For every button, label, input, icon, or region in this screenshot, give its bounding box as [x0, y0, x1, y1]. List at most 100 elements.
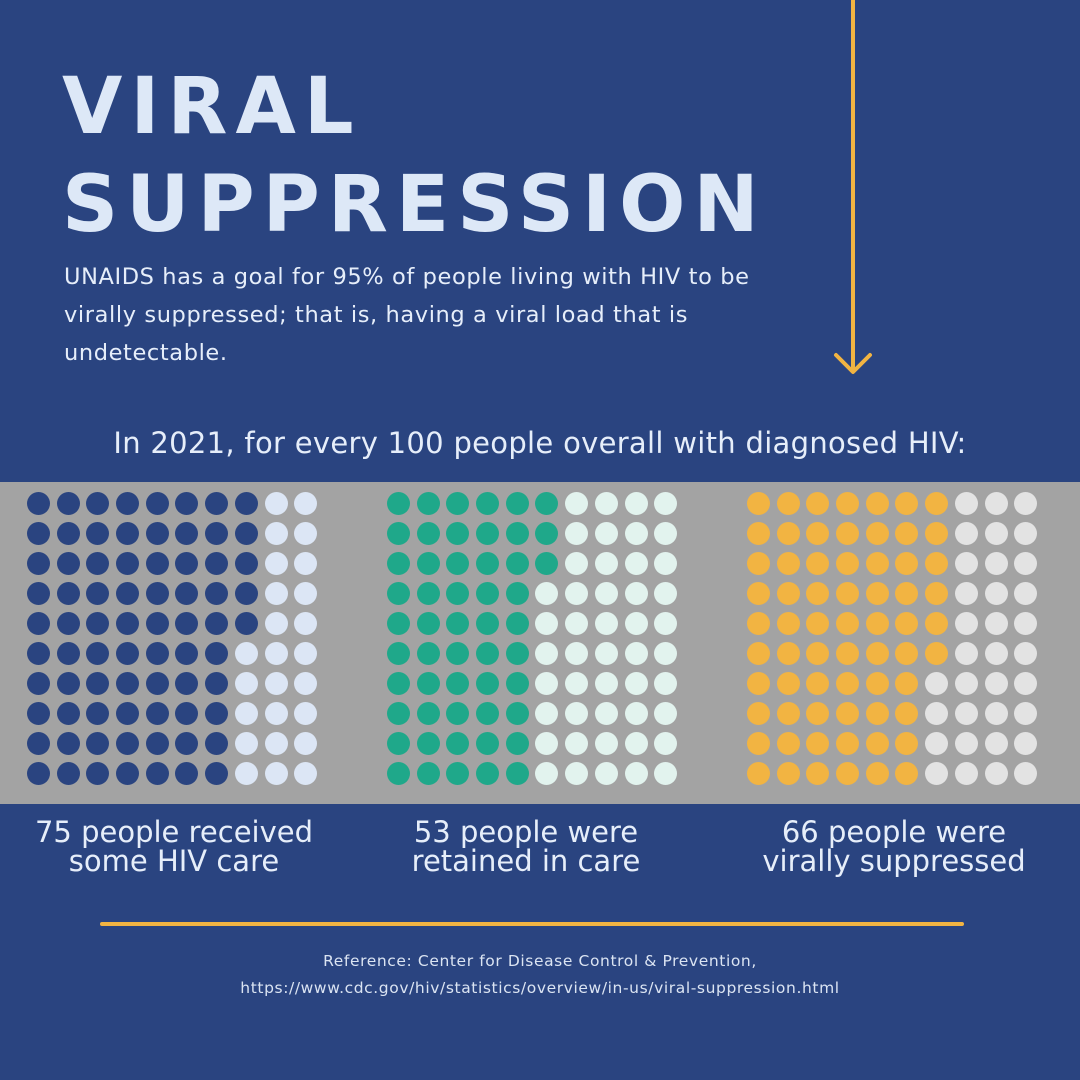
dot-filled	[27, 582, 50, 605]
dot-filled	[116, 522, 140, 545]
dot-empty	[294, 492, 318, 515]
dot-filled	[86, 702, 110, 725]
dot-filled	[27, 552, 50, 575]
dot-filled	[27, 672, 50, 695]
dot-filled	[747, 552, 770, 575]
dot-filled	[116, 492, 140, 515]
dot-empty	[565, 732, 589, 755]
dot-filled	[145, 672, 169, 695]
dot-filled	[116, 552, 140, 575]
dot-empty	[954, 732, 978, 755]
dot-empty	[654, 672, 678, 695]
dot-filled	[27, 612, 50, 635]
dot-filled	[56, 702, 80, 725]
caption-line: 66 people were	[781, 815, 1007, 849]
dot-filled	[865, 582, 889, 605]
dot-empty	[234, 732, 258, 755]
dot-filled	[56, 552, 80, 575]
dot-empty	[264, 762, 288, 785]
dot-filled	[476, 522, 500, 545]
dot-empty	[954, 522, 978, 545]
dot-filled	[175, 672, 199, 695]
dot-empty	[984, 522, 1008, 545]
caption-hiv-care: 75 people received some HIV care	[0, 818, 354, 876]
dot-filled	[416, 612, 440, 635]
dot-empty	[294, 612, 318, 635]
dot-filled	[836, 732, 860, 755]
dot-filled	[505, 672, 529, 695]
dot-filled	[925, 642, 949, 665]
dot-filled	[806, 582, 830, 605]
caption-line: 75 people received	[34, 815, 314, 849]
dot-filled	[416, 672, 440, 695]
dot-filled	[505, 582, 529, 605]
dot-filled	[836, 522, 860, 545]
dot-empty	[594, 762, 618, 785]
dot-empty	[954, 672, 978, 695]
reference-line-1: Reference: Center for Disease Control & …	[323, 952, 757, 970]
dot-empty	[565, 672, 589, 695]
dot-empty	[984, 762, 1008, 785]
dot-filled	[175, 492, 199, 515]
dot-empty	[925, 702, 949, 725]
dot-filled	[895, 492, 919, 515]
dot-empty	[1014, 492, 1038, 515]
dot-empty	[984, 582, 1008, 605]
dot-filled	[116, 702, 140, 725]
dot-filled	[476, 552, 500, 575]
dot-filled	[387, 552, 410, 575]
dot-empty	[984, 552, 1008, 575]
dot-filled	[865, 492, 889, 515]
dot-empty	[624, 672, 648, 695]
dot-filled	[27, 702, 50, 725]
dot-filled	[416, 492, 440, 515]
dot-empty	[264, 522, 288, 545]
dot-empty	[1014, 612, 1038, 635]
dot-filled	[56, 492, 80, 515]
dot-filled	[86, 582, 110, 605]
dot-filled	[175, 732, 199, 755]
dot-empty	[654, 642, 678, 665]
dot-filled	[56, 612, 80, 635]
reference-text: Reference: Center for Disease Control & …	[0, 948, 1080, 1002]
dot-empty	[565, 492, 589, 515]
dot-filled	[145, 522, 169, 545]
dot-empty	[535, 582, 559, 605]
dot-filled	[205, 672, 229, 695]
dot-filled	[865, 522, 889, 545]
dot-filled	[806, 732, 830, 755]
dot-filled	[895, 702, 919, 725]
caption-line: virally suppressed	[762, 844, 1026, 878]
dot-filled	[806, 642, 830, 665]
dot-empty	[565, 582, 589, 605]
dot-empty	[234, 672, 258, 695]
dot-empty	[654, 492, 678, 515]
dot-filled	[806, 492, 830, 515]
dot-filled	[56, 582, 80, 605]
dot-empty	[294, 642, 318, 665]
dot-empty	[535, 762, 559, 785]
dot-empty	[1014, 582, 1038, 605]
dot-filled	[234, 612, 258, 635]
dot-filled	[446, 612, 470, 635]
dot-filled	[776, 762, 800, 785]
dot-filled	[747, 612, 770, 635]
dot-filled	[116, 582, 140, 605]
dot-filled	[925, 612, 949, 635]
dot-filled	[747, 702, 770, 725]
dot-grid-retained-in-care	[387, 492, 678, 785]
dot-filled	[205, 762, 229, 785]
dot-filled	[387, 642, 410, 665]
dot-filled	[776, 732, 800, 755]
dot-filled	[446, 522, 470, 545]
dot-filled	[205, 612, 229, 635]
dot-empty	[954, 492, 978, 515]
dot-empty	[624, 522, 648, 545]
dot-empty	[624, 612, 648, 635]
dot-empty	[654, 522, 678, 545]
dot-filled	[234, 522, 258, 545]
dot-filled	[86, 522, 110, 545]
dot-filled	[145, 762, 169, 785]
dot-filled	[145, 702, 169, 725]
dot-filled	[446, 672, 470, 695]
